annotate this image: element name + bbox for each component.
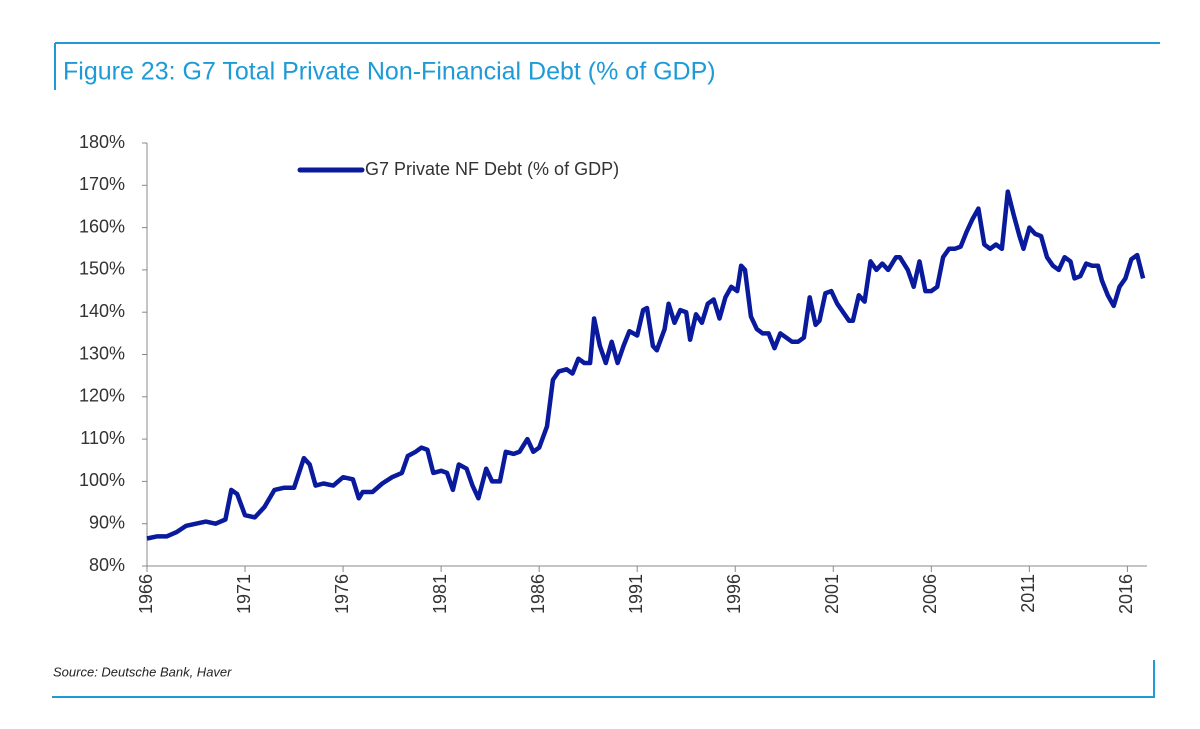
y-tick-label: 80% (89, 555, 125, 575)
y-tick-label: 100% (79, 470, 125, 490)
x-tick-label: 1966 (136, 574, 156, 614)
x-tick-label: 2001 (822, 574, 842, 614)
y-tick-label: 180% (79, 132, 125, 152)
y-tick-label: 130% (79, 343, 125, 363)
x-tick-label: 2016 (1116, 574, 1136, 614)
x-tick-label: 1986 (528, 574, 548, 614)
x-tick-label: 1971 (234, 574, 254, 614)
x-tick-label: 1981 (430, 574, 450, 614)
y-tick-label: 140% (79, 301, 125, 321)
y-tick-label: 90% (89, 512, 125, 532)
x-tick-label: 2006 (920, 574, 940, 614)
y-tick-label: 150% (79, 259, 125, 279)
y-tick-label: 160% (79, 216, 125, 236)
series-line (146, 189, 1146, 541)
x-tick-label: 1991 (626, 574, 646, 614)
source-note: Source: Deutsche Bank, Haver (53, 664, 232, 679)
y-tick-label: 170% (79, 174, 125, 194)
y-tick-label: 120% (79, 386, 125, 406)
x-tick-label: 2011 (1018, 574, 1038, 613)
chart-title: Figure 23: G7 Total Private Non-Financia… (63, 58, 716, 86)
legend-label: G7 Private NF Debt (% of GDP) (365, 159, 619, 179)
x-tick-label: 1976 (332, 574, 352, 614)
y-tick-label: 110% (80, 428, 125, 448)
x-tick-label: 1996 (724, 574, 744, 614)
